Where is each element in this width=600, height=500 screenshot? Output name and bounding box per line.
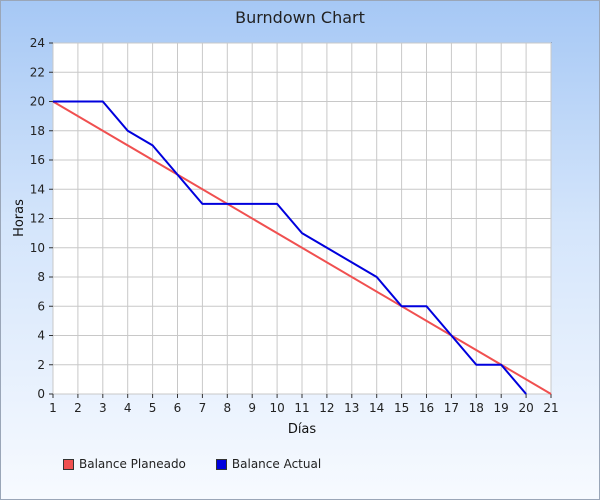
y-tick-label: 18 (30, 124, 45, 138)
x-tick-label: 14 (369, 401, 384, 415)
x-tick-label: 6 (174, 401, 182, 415)
x-tick-label: 17 (444, 401, 459, 415)
legend: Balance Planeado Balance Actual (63, 457, 351, 471)
grid-lines (52, 42, 552, 395)
x-tick-label: 5 (149, 401, 157, 415)
legend-swatch-actual (215, 458, 227, 470)
legend-label-planned: Balance Planeado (79, 457, 186, 471)
y-tick-label: 10 (30, 241, 45, 255)
chart-title: Burndown Chart (235, 8, 365, 27)
x-tick-label: 15 (394, 401, 409, 415)
y-tick-label: 14 (30, 182, 45, 196)
series-line-actual (53, 100, 527, 395)
y-tick-label: 4 (37, 329, 45, 343)
series-line-planned (52, 100, 552, 395)
y-tick-label: 2 (37, 358, 45, 372)
axis-ticks: 1 2 3 4 5 6 7 8 9 10 11 12 13 14 15 16 17 18 19 20 210246810… (30, 36, 559, 415)
x-tick-label: 10 (269, 401, 284, 415)
y-tick-label: 0 (37, 387, 45, 401)
legend-label-actual: Balance Actual (231, 457, 322, 471)
x-axis-title: Días (288, 422, 317, 437)
y-tick-label: 20 (30, 95, 45, 109)
y-tick-label: 24 (30, 36, 45, 50)
legend-swatch-planned (63, 458, 74, 470)
x-tick-label: 7 (199, 401, 207, 415)
y-axis-title: Horas (12, 199, 27, 237)
x-tick-label: 11 (294, 401, 309, 415)
x-tick-label: 18 (469, 401, 484, 415)
y-tick-label: 16 (30, 153, 45, 167)
x-tick-label: 20 (518, 401, 533, 415)
legend-item-actual: Balance Actual (215, 457, 322, 471)
x-tick-label: 13 (344, 401, 359, 415)
x-tick-label: 3 (99, 401, 107, 415)
y-tick-label: 12 (30, 212, 45, 226)
x-tick-label: 1 (49, 401, 57, 415)
y-tick-label: 8 (37, 270, 45, 284)
x-tick-label: 21 (543, 401, 558, 415)
x-tick-label: 19 (494, 401, 509, 415)
y-tick-label: 6 (37, 299, 45, 313)
x-tick-label: 4 (124, 401, 132, 415)
x-tick-label: 8 (223, 401, 231, 415)
x-tick-label: 12 (319, 401, 334, 415)
legend-item-planned: Balance Planeado (63, 457, 186, 471)
x-tick-label: 16 (419, 401, 434, 415)
series-lines (52, 100, 552, 395)
x-tick-label: 9 (248, 401, 256, 415)
x-tick-label: 2 (74, 401, 82, 415)
y-tick-label: 22 (30, 65, 45, 79)
